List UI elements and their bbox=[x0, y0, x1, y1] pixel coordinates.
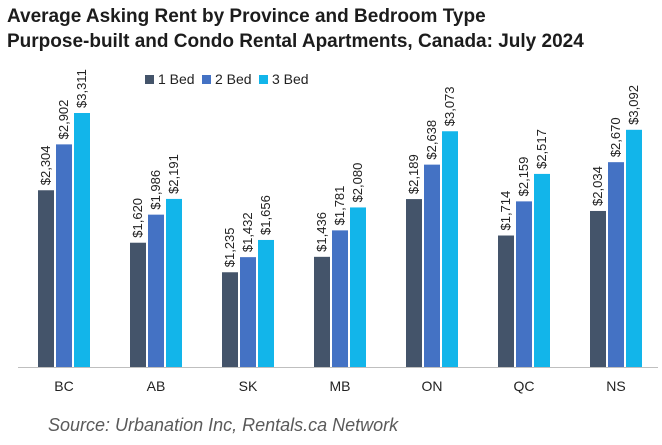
legend-swatch bbox=[202, 75, 211, 84]
data-label: $2,189 bbox=[406, 154, 421, 194]
data-label: $2,034 bbox=[590, 166, 605, 206]
data-label: $1,781 bbox=[332, 186, 347, 226]
data-label: $2,670 bbox=[608, 117, 623, 157]
bar-ns-3-bed bbox=[626, 129, 642, 367]
data-label: $3,311 bbox=[74, 69, 89, 108]
data-label: $2,902 bbox=[56, 100, 71, 140]
bar-ns-1-bed bbox=[590, 210, 606, 367]
chart-title: Average Asking Rent by Province and Bedr… bbox=[7, 4, 584, 54]
legend-label: 3 Bed bbox=[272, 71, 309, 87]
legend-swatch bbox=[259, 75, 268, 84]
bar-qc-2-bed bbox=[516, 201, 532, 367]
bar-sk-3-bed bbox=[258, 239, 274, 367]
chart-title-line-1: Average Asking Rent by Province and Bedr… bbox=[7, 6, 486, 27]
data-label: $2,159 bbox=[516, 157, 531, 197]
bar-bc-2-bed bbox=[56, 144, 72, 367]
data-label: $1,714 bbox=[498, 191, 513, 231]
data-label: $3,073 bbox=[442, 86, 457, 126]
data-label: $1,235 bbox=[222, 227, 237, 267]
data-label: $2,638 bbox=[424, 120, 439, 160]
bar-ab-2-bed bbox=[148, 214, 164, 367]
bar-on-2-bed bbox=[424, 164, 440, 367]
x-tick-label: QC bbox=[514, 378, 535, 394]
bar-on-1-bed bbox=[406, 199, 422, 367]
data-label: $1,620 bbox=[130, 198, 145, 238]
legend-label: 2 Bed bbox=[215, 71, 252, 87]
data-label: $1,656 bbox=[258, 195, 273, 235]
x-tick-label: MB bbox=[330, 378, 351, 394]
legend-swatch bbox=[145, 75, 154, 84]
data-label: $2,080 bbox=[350, 163, 365, 203]
data-label: $2,304 bbox=[38, 145, 53, 185]
bar-qc-3-bed bbox=[534, 173, 550, 367]
bar-mb-2-bed bbox=[332, 230, 348, 367]
bar-ns-2-bed bbox=[608, 162, 624, 367]
x-tick-label: ON bbox=[422, 378, 443, 394]
bar-mb-1-bed bbox=[314, 256, 330, 367]
chart-title-line-2: Purpose-built and Condo Rental Apartment… bbox=[7, 31, 584, 52]
data-label: $1,986 bbox=[148, 170, 163, 210]
bar-ab-1-bed bbox=[130, 242, 146, 367]
x-tick-label: AB bbox=[147, 378, 166, 394]
bar-sk-1-bed bbox=[222, 272, 238, 367]
bar-qc-1-bed bbox=[498, 235, 514, 367]
data-label: $1,436 bbox=[314, 212, 329, 252]
legend-label: 1 Bed bbox=[158, 71, 195, 87]
source-note: Source: Urbanation Inc, Rentals.ca Netwo… bbox=[48, 415, 399, 435]
bar-ab-3-bed bbox=[166, 198, 182, 367]
x-tick-label: BC bbox=[54, 378, 73, 394]
x-tick-label: NS bbox=[606, 378, 625, 394]
data-label: $2,517 bbox=[534, 129, 549, 169]
bar-bc-1-bed bbox=[38, 190, 54, 367]
x-tick-label: SK bbox=[239, 378, 258, 394]
bar-chart: $2,304$2,902$3,311 BC $1,620$1,986 $2,191 AB… bbox=[18, 69, 658, 394]
bar-on-3-bed bbox=[442, 131, 458, 367]
data-label: $2,191 bbox=[166, 154, 181, 194]
data-label: $3,092 bbox=[626, 85, 641, 125]
bar-bc-3-bed bbox=[74, 113, 90, 367]
bar-mb-3-bed bbox=[350, 207, 366, 367]
data-label: $1,432 bbox=[240, 212, 255, 252]
bar-sk-2-bed bbox=[240, 257, 256, 367]
